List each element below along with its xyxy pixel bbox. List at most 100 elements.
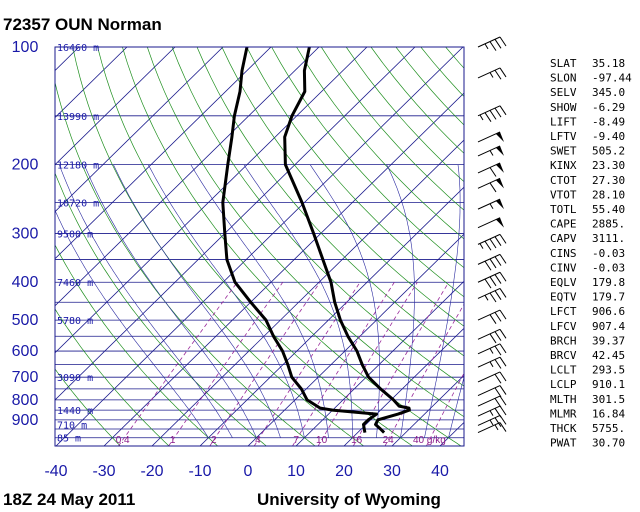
mixing-ratio-line bbox=[253, 281, 361, 446]
wind-barb-flag bbox=[499, 356, 507, 367]
wind-barb bbox=[477, 343, 507, 356]
wind-barb-flag bbox=[489, 167, 497, 177]
index-value: 345.0 bbox=[592, 86, 625, 99]
pressure-tick-label: 700 bbox=[12, 369, 39, 386]
wind-barb-flag bbox=[489, 238, 497, 249]
wind-barb-flag bbox=[499, 288, 507, 298]
wind-barb-staff bbox=[477, 67, 501, 79]
dry-adiabat bbox=[55, 172, 267, 446]
mixing-ratio-line bbox=[317, 281, 418, 446]
stability-indices: SLAT 35.18 SLON -97.44 SELV 345.0 SHOW -6.29 LIF… bbox=[550, 57, 632, 450]
wind-barb-flag bbox=[494, 359, 502, 369]
wind-barb-staff bbox=[477, 356, 501, 368]
temperature-tick-label: -20 bbox=[140, 463, 163, 480]
index-value: 42.45 bbox=[592, 349, 625, 362]
index-name: LCLP bbox=[550, 378, 577, 391]
index-name: VTOT bbox=[550, 188, 577, 201]
index-name: BRCH bbox=[550, 334, 577, 347]
index-name: CINV bbox=[550, 261, 577, 274]
dry-adiabat bbox=[271, 47, 464, 269]
moist-adiabat bbox=[113, 164, 281, 438]
mixing-ratio-label: 24 bbox=[383, 435, 395, 446]
pressure-tick-label: 100 bbox=[12, 39, 39, 56]
wind-barb-flag bbox=[489, 110, 497, 120]
index-name: SHOW bbox=[550, 101, 577, 114]
wind-barb bbox=[477, 145, 504, 157]
wind-barb-staff bbox=[477, 145, 501, 157]
index-name: EQLV bbox=[550, 276, 577, 289]
wind-barb-staff bbox=[477, 105, 501, 117]
wind-barb-flag bbox=[494, 387, 502, 398]
index-name: MLTH bbox=[550, 393, 577, 406]
wind-barb-flag bbox=[494, 417, 502, 427]
wind-barb-flag bbox=[494, 374, 502, 384]
wind-barb-flag bbox=[494, 256, 502, 266]
dry-adiabat bbox=[55, 80, 316, 446]
index-name: THCK bbox=[550, 422, 577, 435]
index-value: 27.30 bbox=[592, 174, 625, 187]
index-value: 35.18 bbox=[592, 57, 625, 70]
index-name: LFCV bbox=[550, 320, 577, 333]
wind-barb-half-flag bbox=[489, 72, 494, 78]
wind-barb-flag bbox=[499, 36, 507, 47]
temperature-tick-label: 30 bbox=[383, 463, 401, 480]
wind-barb bbox=[477, 414, 507, 427]
index-value: -0.03 bbox=[592, 261, 625, 274]
wind-barb bbox=[477, 67, 507, 80]
moist-adiabat bbox=[309, 164, 380, 438]
plot-frame bbox=[54, 46, 465, 447]
wind-barb-flag bbox=[494, 274, 502, 284]
wind-barb bbox=[477, 356, 507, 369]
wind-barb-staff bbox=[477, 36, 501, 48]
index-name: CTOT bbox=[550, 174, 577, 187]
moist-adiabat bbox=[243, 164, 353, 438]
temperature-line bbox=[283, 47, 411, 434]
temperature-tick-label: 40 bbox=[431, 463, 449, 480]
wind-barb-flag bbox=[499, 271, 507, 282]
wind-barb-flag bbox=[484, 240, 492, 251]
mixing-ratio-label: 7 bbox=[293, 435, 299, 446]
mixing-ratio-label: 1 bbox=[170, 435, 176, 446]
wind-barb-flag bbox=[494, 398, 502, 408]
wind-barb-half-flag bbox=[489, 361, 494, 368]
station-title: 72357 OUN Norman bbox=[3, 15, 162, 34]
index-name: MLMR bbox=[550, 407, 577, 420]
wind-barb-flag bbox=[499, 343, 507, 354]
dry-adiabat bbox=[196, 47, 464, 357]
index-value: 39.37 bbox=[592, 334, 625, 347]
index-value: -0.03 bbox=[592, 247, 625, 260]
data-source: University of Wyoming bbox=[257, 490, 441, 509]
isotherm-line bbox=[55, 47, 272, 260]
dry-adiabat bbox=[321, 47, 464, 211]
dry-adiabat bbox=[97, 47, 413, 446]
index-name: EQTV bbox=[550, 291, 577, 304]
mixing-ratio-line bbox=[292, 281, 395, 446]
temperature-tick-label: -30 bbox=[92, 463, 115, 480]
wind-barb-flag bbox=[499, 405, 507, 416]
index-value: 179.8 bbox=[592, 276, 625, 289]
index-value: 55.40 bbox=[592, 203, 625, 216]
pressure-tick-label: 400 bbox=[12, 274, 39, 291]
wind-barb-half-flag bbox=[489, 203, 494, 209]
dewpoint-line bbox=[221, 47, 378, 433]
height-label: 10720 m bbox=[57, 198, 99, 209]
wind-barb-staff bbox=[477, 217, 501, 229]
thermo-grid bbox=[55, 47, 464, 446]
wind-barb bbox=[477, 217, 504, 229]
wind-barb-flag bbox=[489, 276, 497, 287]
isotherm-line bbox=[55, 47, 320, 307]
wind-barb-staff bbox=[477, 233, 501, 245]
wind-barb-half-flag bbox=[484, 295, 489, 301]
wind-barb-flag bbox=[499, 422, 507, 432]
moist-adiabat bbox=[147, 164, 305, 438]
pressure-tick-label: 900 bbox=[12, 412, 39, 429]
wind-barb bbox=[477, 328, 507, 344]
index-value: 30.70 bbox=[592, 437, 625, 450]
dry-adiabat bbox=[55, 244, 218, 446]
wind-barb-flag bbox=[489, 333, 497, 344]
index-value: 28.10 bbox=[592, 188, 625, 201]
sounding-traces bbox=[221, 47, 411, 434]
index-value: 23.30 bbox=[592, 159, 625, 172]
wind-barb-flag bbox=[489, 314, 497, 324]
wind-barb-half-flag bbox=[489, 410, 494, 416]
